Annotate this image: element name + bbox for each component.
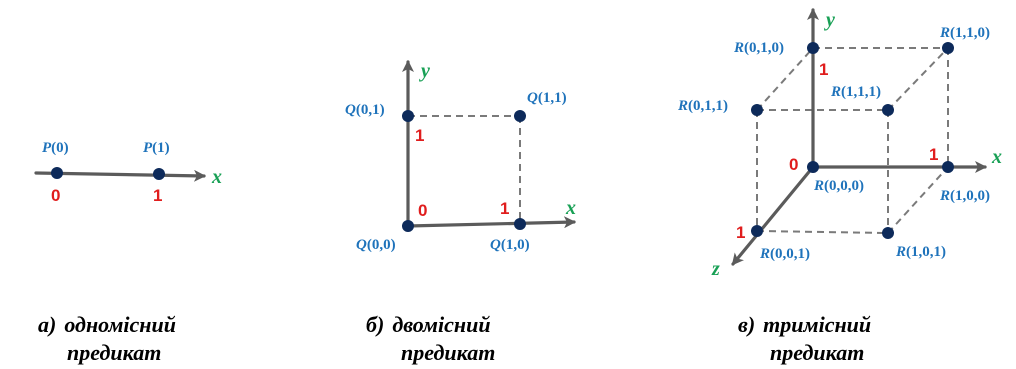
dash-edge: [756, 230, 889, 234]
z-axis-name: z: [711, 258, 720, 280]
dash-edge: [887, 47, 949, 111]
point-p1: [153, 168, 165, 180]
y-axis-name: y: [824, 9, 835, 31]
point-label-q11: Q(1,1): [527, 90, 567, 106]
point-q11: [514, 110, 526, 122]
point-r010: [807, 42, 819, 54]
point-r111: [882, 104, 894, 116]
caption-one-place: а) одномісний: [38, 312, 176, 337]
point-label-r100: R(1,0,0): [939, 188, 990, 204]
point-r100: [942, 161, 954, 173]
point-label-q10: Q(1,0): [490, 237, 530, 253]
point-label-q01: Q(0,1): [345, 102, 385, 118]
caption-two-place-line2: предикат: [401, 340, 495, 365]
point-r011: [751, 104, 763, 116]
x-axis: [406, 216, 576, 229]
caption-line1: двомісний: [392, 312, 490, 337]
point-label-p1: P(1): [143, 140, 170, 156]
dash-edge: [756, 47, 814, 111]
tick-x-1: 1: [153, 186, 162, 205]
panel-three-place: y x z R(0,0,0) R(1,0,0) R(0,1,0) R(1,1,0…: [677, 8, 1002, 365]
point-q01: [402, 110, 414, 122]
point-p0: [51, 167, 63, 179]
tick-x-1: 1: [929, 145, 938, 164]
caption-two-place: б) двомісний: [366, 312, 491, 337]
x-axis-name: x: [211, 166, 222, 188]
point-label-r111: R(1,1,1): [830, 84, 881, 100]
point-label-r001: R(0,0,1): [759, 246, 810, 262]
caption-letter: б): [366, 312, 384, 337]
panel-two-place: y x Q(0,0) Q(1,0) Q(0,1) Q(1,1) 0 1 1 б)…: [345, 60, 576, 365]
tick-y-1: 1: [819, 60, 828, 79]
point-label-q00: Q(0,0): [356, 237, 396, 253]
point-label-r110: R(1,1,0): [939, 25, 990, 41]
tick-origin-0: 0: [418, 201, 427, 220]
point-label-r101: R(1,0,1): [895, 244, 946, 260]
tick-x-1: 1: [500, 199, 509, 218]
y-axis-name: y: [419, 60, 430, 82]
caption-three-place-line2: предикат: [770, 340, 864, 365]
caption-letter: а): [38, 312, 56, 337]
x-axis: [34, 169, 206, 182]
panel-one-place: x P(0) P(1) 0 1 а) одномісний предикат: [34, 140, 222, 365]
caption-one-place-line2: предикат: [67, 340, 161, 365]
point-label-r000: R(0,0,0): [813, 178, 864, 194]
caption-letter: в): [738, 312, 755, 337]
tick-origin-0: 0: [789, 155, 798, 174]
point-q00: [402, 220, 414, 232]
x-axis-name: x: [991, 146, 1002, 168]
point-r110: [942, 42, 954, 54]
caption-three-place: в) тримісний: [738, 312, 871, 337]
point-r101: [882, 227, 894, 239]
x-axis-name: x: [565, 197, 576, 219]
dash-edge: [887, 166, 949, 234]
point-label-p0: P(0): [42, 140, 69, 156]
caption-line1: тримісний: [763, 312, 871, 337]
tick-x-0: 0: [51, 186, 60, 205]
tick-y-1: 1: [415, 126, 424, 145]
z-axis: [731, 165, 815, 266]
tick-z-1: 1: [736, 223, 745, 242]
point-r001: [751, 225, 763, 237]
point-q10: [514, 218, 526, 230]
point-label-r010: R(0,1,0): [733, 40, 784, 56]
caption-line1: одномісний: [64, 312, 176, 337]
point-label-r011: R(0,1,1): [677, 98, 728, 114]
point-r000: [807, 161, 819, 173]
